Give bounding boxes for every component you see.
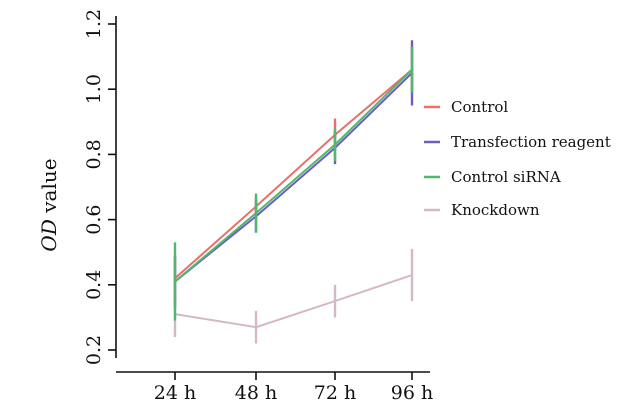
series-control-sirna xyxy=(173,46,414,321)
data-point xyxy=(410,68,414,71)
y-axis-title-rest: value xyxy=(37,158,61,219)
series-line xyxy=(174,68,413,283)
y-tick-label: 0.4 xyxy=(83,270,105,300)
data-point xyxy=(333,143,337,146)
legend-label: Control siRNA xyxy=(451,168,561,186)
data-point xyxy=(333,299,337,303)
chart-legend: Control Transfection reagent Control siRNA… xyxy=(424,98,611,219)
series-transfection-reagent xyxy=(173,40,414,308)
chart-series xyxy=(173,40,414,344)
data-point xyxy=(254,211,258,215)
x-tick-label: 24 h xyxy=(154,382,196,404)
series-line xyxy=(174,72,413,283)
series-line xyxy=(174,274,413,329)
y-axis-title: OD value xyxy=(37,158,61,251)
x-tick-label: 72 h xyxy=(314,382,356,404)
y-tick-label: 1.2 xyxy=(83,9,105,39)
y-tick-label: 0.6 xyxy=(83,204,105,234)
legend-label: Transfection reagent xyxy=(451,133,611,151)
data-point xyxy=(173,280,177,283)
legend-label: Control xyxy=(451,98,508,116)
series-control xyxy=(173,46,414,302)
data-point xyxy=(254,325,258,329)
y-tick-label: 0.8 xyxy=(83,139,105,169)
series-line xyxy=(174,68,413,280)
legend-label: Knockdown xyxy=(451,201,540,219)
x-tick-label: 48 h xyxy=(235,382,277,404)
y-tick-label: 0.2 xyxy=(83,335,105,365)
y-axis-title-italic: OD xyxy=(37,219,61,251)
y-tick-label: 1.0 xyxy=(83,74,105,104)
series-knockdown xyxy=(173,248,414,344)
x-tick-label: 96 h xyxy=(391,382,433,404)
chart-axes: 0.2 0.4 0.6 0.8 1.0 1.2 24 h 48 h 72 h 96 h xyxy=(83,9,433,404)
data-point xyxy=(410,273,414,277)
